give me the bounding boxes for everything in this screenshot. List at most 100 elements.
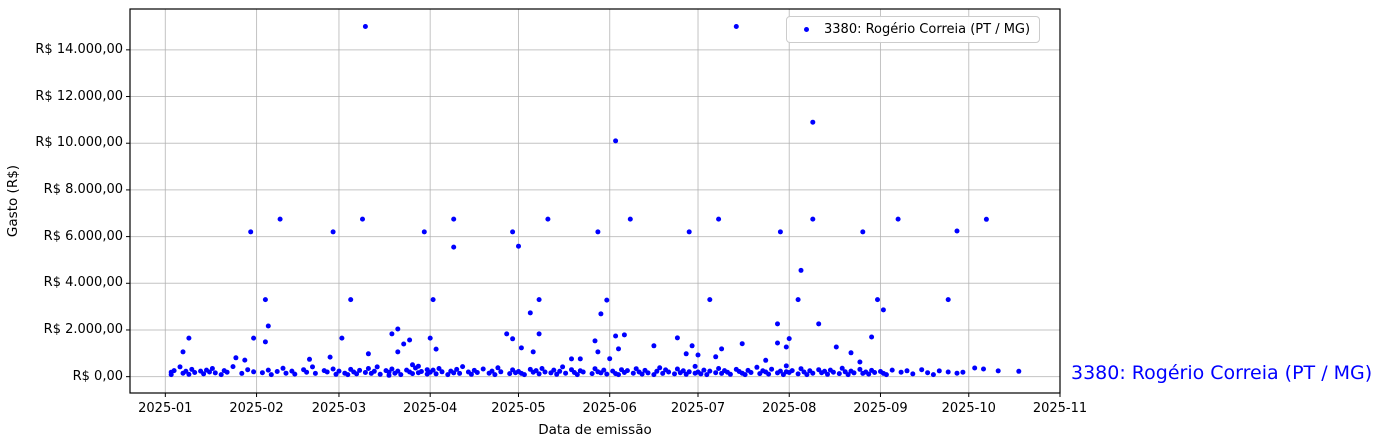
x-tick-label: 2025-02	[229, 401, 284, 416]
data-point	[433, 371, 439, 377]
data-point	[945, 369, 951, 375]
data-point	[733, 24, 739, 29]
data-point	[686, 229, 692, 235]
data-point	[536, 371, 542, 377]
data-point	[460, 364, 466, 370]
data-point	[218, 372, 224, 378]
data-points-series	[168, 24, 1022, 378]
data-point	[674, 366, 680, 372]
data-point	[645, 370, 651, 376]
data-point	[804, 372, 810, 378]
data-point	[569, 356, 574, 362]
data-point	[972, 365, 978, 371]
x-tick-label: 2025-05	[491, 401, 546, 416]
data-point	[274, 369, 280, 374]
data-point	[518, 345, 524, 351]
data-point	[713, 370, 719, 376]
data-point	[277, 216, 283, 222]
data-point	[504, 331, 510, 337]
data-point	[748, 370, 754, 375]
data-point	[430, 297, 436, 303]
data-point	[692, 363, 698, 369]
legend-marker-dot	[804, 27, 809, 32]
data-point	[410, 362, 415, 368]
axis-tick-marks	[126, 49, 1061, 397]
x-tick-label: 2025-08	[762, 401, 817, 416]
data-point	[727, 371, 733, 377]
data-point	[660, 370, 666, 376]
data-point	[242, 357, 248, 363]
data-point	[560, 364, 566, 370]
data-point	[621, 332, 627, 338]
data-point	[866, 371, 872, 377]
data-point	[365, 351, 371, 357]
data-point	[936, 368, 942, 374]
data-point	[689, 343, 695, 349]
data-point	[386, 372, 392, 378]
data-point	[754, 364, 760, 370]
data-point	[530, 349, 536, 355]
legend-box: 3380: Rogério Correia (PT / MG)	[786, 16, 1041, 43]
data-point	[474, 370, 480, 375]
data-point	[207, 369, 212, 375]
x-tick-label: 2025-09	[853, 401, 908, 416]
data-point	[233, 355, 239, 361]
data-point	[701, 367, 707, 373]
data-point	[439, 369, 445, 375]
y-tick-label: R$ 6.000,00	[43, 228, 123, 244]
data-point	[607, 356, 613, 362]
data-point	[186, 371, 192, 377]
data-point	[657, 365, 663, 371]
data-point	[398, 372, 404, 378]
data-point	[775, 340, 780, 346]
data-point	[857, 366, 863, 372]
x-tick-label: 2025-01	[138, 401, 193, 416]
data-point	[186, 335, 192, 341]
data-point	[360, 216, 365, 222]
y-tick-label: R$ 2.000,00	[43, 321, 123, 337]
data-point	[880, 307, 886, 313]
data-point	[683, 351, 689, 357]
data-point	[925, 370, 931, 376]
x-tick-label: 2025-11	[1032, 401, 1088, 416]
data-point	[651, 372, 657, 378]
data-point	[898, 369, 904, 375]
data-point	[492, 372, 498, 378]
data-point	[304, 369, 310, 375]
data-point	[262, 297, 268, 303]
data-point	[430, 367, 436, 373]
data-point	[798, 267, 804, 273]
data-point	[262, 339, 268, 345]
data-point	[536, 331, 542, 337]
data-point	[454, 366, 460, 372]
data-point	[362, 370, 368, 375]
data-point	[362, 24, 368, 29]
data-point	[810, 216, 816, 222]
data-point	[836, 371, 842, 377]
data-point	[183, 368, 189, 374]
y-tick-label: R$ 4.000,00	[43, 275, 123, 291]
data-point	[783, 344, 789, 350]
data-point	[401, 341, 407, 347]
data-point	[557, 368, 563, 374]
data-point	[639, 371, 645, 377]
data-point	[839, 365, 845, 371]
data-point	[259, 370, 265, 376]
data-point	[539, 366, 545, 371]
data-point	[633, 366, 639, 372]
data-point	[592, 338, 598, 344]
data-point	[816, 321, 822, 327]
data-point	[201, 371, 207, 377]
y-tick-label: R$ 14.000,00	[35, 41, 123, 57]
data-point	[574, 372, 580, 378]
data-point	[777, 368, 783, 374]
data-point	[624, 368, 630, 374]
data-point	[954, 370, 960, 376]
data-point	[348, 297, 354, 303]
data-point	[630, 370, 636, 376]
data-point	[707, 368, 713, 374]
data-point	[616, 346, 621, 352]
data-point	[457, 370, 463, 376]
data-point	[239, 370, 245, 376]
